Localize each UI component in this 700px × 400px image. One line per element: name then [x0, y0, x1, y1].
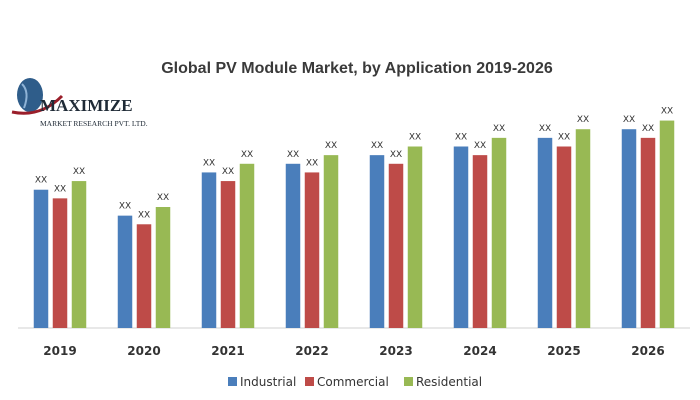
bar-commercial-2024: [472, 155, 488, 328]
bar-commercial-2023: [388, 163, 404, 328]
data-label: XX: [642, 124, 654, 134]
data-label: XX: [119, 202, 131, 212]
bar-residential-2020: [155, 207, 171, 328]
data-label: XX: [661, 107, 673, 117]
bar-residential-2023: [407, 146, 423, 328]
bar-commercial-2025: [556, 146, 572, 328]
data-label: XX: [287, 150, 299, 160]
x-tick-label: 2026: [631, 344, 664, 358]
data-label: XX: [390, 150, 402, 160]
logo-name: MAXIMIZE: [40, 96, 133, 115]
data-label: XX: [203, 158, 215, 168]
data-label: XX: [577, 115, 589, 125]
x-tick-label: 2024: [463, 344, 496, 358]
bar-residential-2019: [71, 181, 87, 328]
bar-commercial-2019: [52, 198, 68, 328]
legend-swatch-commercial: [305, 377, 314, 386]
bar-residential-2025: [575, 129, 591, 328]
bar-industrial-2024: [453, 146, 469, 328]
data-label: XX: [325, 141, 337, 151]
bar-commercial-2020: [136, 224, 152, 328]
data-label: XX: [371, 141, 383, 151]
data-label: XX: [73, 167, 85, 177]
bar-commercial-2022: [304, 172, 320, 328]
bar-residential-2022: [323, 155, 339, 328]
bar-residential-2026: [659, 120, 675, 328]
bar-industrial-2023: [369, 155, 385, 328]
x-tick-label: 2022: [295, 344, 328, 358]
x-tick-label: 2025: [547, 344, 580, 358]
data-label: XX: [306, 158, 318, 168]
bar-residential-2024: [491, 137, 507, 328]
x-tick-label: 2019: [43, 344, 76, 358]
bar-industrial-2020: [117, 215, 133, 328]
legend: Industrial Commercial Residential: [228, 375, 482, 389]
legend-swatch-residential: [404, 377, 413, 386]
x-tick-label: 2020: [127, 344, 160, 358]
bar-industrial-2026: [621, 129, 637, 328]
legend-label-commercial: Commercial: [317, 375, 389, 389]
bar-commercial-2021: [220, 181, 236, 328]
bar-industrial-2019: [33, 189, 49, 328]
data-label: XX: [623, 115, 635, 125]
bar-industrial-2021: [201, 172, 217, 328]
legend-label-residential: Residential: [416, 375, 482, 389]
data-label: XX: [493, 124, 505, 134]
bar-commercial-2026: [640, 137, 656, 328]
legend-swatch-industrial: [228, 377, 237, 386]
data-label: XX: [157, 193, 169, 203]
logo-subtitle: MARKET RESEARCH PVT. LTD.: [40, 119, 148, 128]
logo-swoosh: [11, 94, 64, 115]
data-label: XX: [539, 124, 551, 134]
bar-industrial-2022: [285, 163, 301, 328]
plot-area: XX XX XX 2019 XX XX XX 2020 XX XX XX 2021 XX XX XX 2022…: [18, 107, 690, 358]
globe-highlight: [21, 83, 28, 109]
bar-industrial-2025: [537, 137, 553, 328]
x-tick-label: 2023: [379, 344, 412, 358]
legend-label-industrial: Industrial: [240, 375, 296, 389]
data-label: XX: [35, 176, 47, 186]
chart-title: Global PV Module Market, by Application …: [161, 60, 553, 77]
data-label: XX: [474, 141, 486, 151]
data-label: XX: [558, 133, 570, 143]
bar-residential-2021: [239, 163, 255, 328]
data-label: XX: [54, 184, 66, 194]
x-tick-label: 2021: [211, 344, 244, 358]
data-label: XX: [222, 167, 234, 177]
data-label: XX: [138, 210, 150, 220]
logo: MAXIMIZE MARKET RESEARCH PVT. LTD.: [11, 78, 148, 128]
data-label: XX: [241, 150, 253, 160]
data-label: XX: [455, 133, 467, 143]
data-label: XX: [409, 133, 421, 143]
